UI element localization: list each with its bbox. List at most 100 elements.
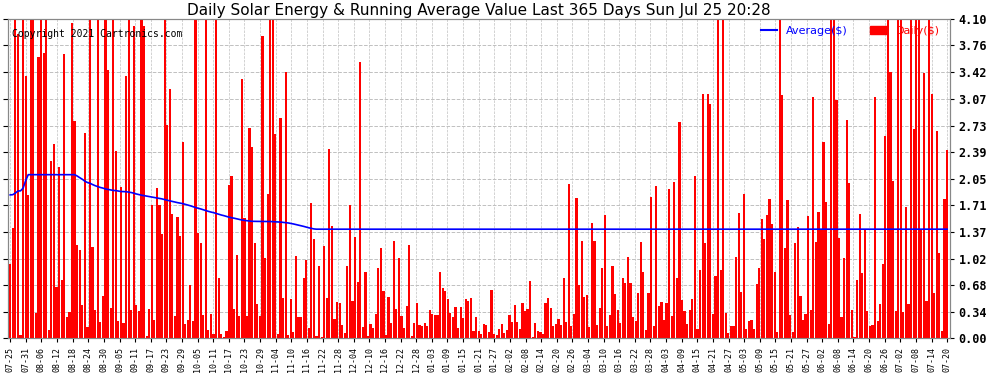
Bar <box>717 19 719 338</box>
Bar <box>158 205 160 338</box>
Bar <box>625 283 627 338</box>
Bar <box>277 334 279 338</box>
Bar <box>496 335 498 338</box>
Bar <box>321 337 323 338</box>
Bar <box>532 337 534 338</box>
Bar <box>187 321 189 338</box>
Bar <box>715 276 717 338</box>
Bar <box>310 203 313 338</box>
Bar <box>599 308 601 338</box>
Bar <box>200 243 202 338</box>
Bar <box>722 19 725 338</box>
Bar <box>171 214 173 338</box>
Bar <box>704 243 706 338</box>
Bar <box>537 331 539 338</box>
Bar <box>434 315 436 338</box>
Bar <box>161 234 163 338</box>
Bar <box>176 217 178 338</box>
Legend: Average($), Daily($): Average($), Daily($) <box>756 21 944 40</box>
Bar <box>638 293 640 338</box>
Bar <box>46 19 48 338</box>
Bar <box>30 19 32 338</box>
Bar <box>73 121 75 338</box>
Bar <box>287 335 289 338</box>
Bar <box>768 199 770 338</box>
Bar <box>485 325 487 338</box>
Bar <box>647 293 649 338</box>
Bar <box>220 334 223 338</box>
Bar <box>567 184 570 338</box>
Bar <box>189 285 191 338</box>
Bar <box>215 19 217 338</box>
Bar <box>593 241 596 338</box>
Bar <box>385 335 387 338</box>
Bar <box>168 89 171 338</box>
Bar <box>668 189 670 338</box>
Bar <box>163 19 165 338</box>
Bar <box>663 320 665 338</box>
Bar <box>820 230 822 338</box>
Bar <box>766 215 768 338</box>
Bar <box>123 323 125 338</box>
Bar <box>887 19 889 338</box>
Bar <box>771 224 773 338</box>
Bar <box>115 151 117 338</box>
Bar <box>619 323 622 338</box>
Bar <box>233 309 236 338</box>
Bar <box>763 239 765 338</box>
Bar <box>416 303 418 338</box>
Bar <box>755 284 757 338</box>
Bar <box>197 233 199 338</box>
Bar <box>557 319 559 338</box>
Bar <box>99 322 101 338</box>
Bar <box>58 167 60 338</box>
Bar <box>644 330 647 338</box>
Bar <box>498 329 500 338</box>
Bar <box>248 128 250 338</box>
Bar <box>535 323 537 338</box>
Bar <box>524 311 526 338</box>
Bar <box>786 200 789 338</box>
Bar <box>269 19 271 338</box>
Bar <box>138 311 140 338</box>
Bar <box>665 303 667 338</box>
Bar <box>753 329 755 338</box>
Bar <box>40 19 43 338</box>
Bar <box>308 328 310 338</box>
Bar <box>226 331 228 338</box>
Bar <box>612 266 614 338</box>
Bar <box>117 321 120 338</box>
Bar <box>316 336 318 338</box>
Bar <box>424 323 426 338</box>
Bar <box>323 246 326 338</box>
Bar <box>89 19 91 338</box>
Bar <box>921 229 923 338</box>
Bar <box>627 257 629 338</box>
Bar <box>33 19 35 338</box>
Bar <box>68 312 70 338</box>
Bar <box>12 228 14 338</box>
Bar <box>818 212 820 338</box>
Bar <box>125 76 127 338</box>
Bar <box>413 323 416 338</box>
Bar <box>120 187 122 338</box>
Bar <box>874 97 876 338</box>
Text: Copyright 2021 Cartronics.com: Copyright 2021 Cartronics.com <box>12 28 183 39</box>
Bar <box>236 255 238 338</box>
Bar <box>856 280 858 338</box>
Bar <box>346 266 348 338</box>
Bar <box>295 256 297 338</box>
Bar <box>210 314 212 338</box>
Bar <box>318 266 320 338</box>
Bar <box>614 294 616 338</box>
Bar <box>213 334 215 338</box>
Bar <box>253 243 255 338</box>
Bar <box>297 316 300 338</box>
Bar <box>408 244 410 338</box>
Bar <box>462 318 464 338</box>
Bar <box>429 310 431 338</box>
Bar <box>76 245 78 338</box>
Bar <box>403 328 405 338</box>
Bar <box>264 258 266 338</box>
Bar <box>655 186 657 338</box>
